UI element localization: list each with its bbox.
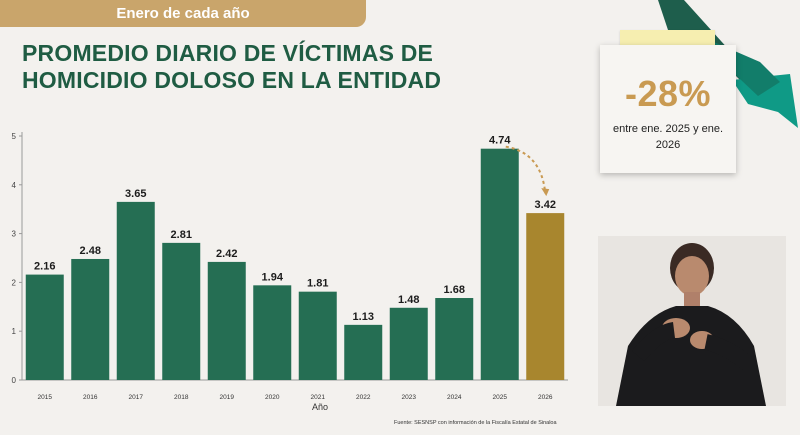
data-label-2017: 3.65 <box>125 188 146 200</box>
source-note: Fuente: SESNSP con información de la Fis… <box>394 420 557 426</box>
sign-language-interpreter <box>598 236 786 406</box>
x-tick-label-2017: 2017 <box>129 394 144 401</box>
decline-arrow-line <box>505 145 547 194</box>
x-tick-label-2015: 2015 <box>38 394 53 401</box>
change-percent: -28% <box>624 73 712 114</box>
x-axis-title: Año <box>312 402 328 412</box>
bar-2024 <box>435 298 474 380</box>
data-label-2019: 2.42 <box>216 248 237 260</box>
bar-2019 <box>207 261 246 380</box>
y-tick-label: 5 <box>12 132 17 141</box>
bar-2017 <box>116 201 155 380</box>
bar-2022 <box>344 324 383 380</box>
bar-chart: 0 1 2 3 4 5 2.16 2015 2.48 2016 3.65 2017 2.81 2018 2.… <box>12 132 568 412</box>
x-tick-label-2020: 2020 <box>265 394 280 401</box>
page-title-line-1: PROMEDIO DIARIO DE VÍCTIMAS DE <box>22 40 434 66</box>
y-tick-label: 4 <box>12 181 17 190</box>
data-label-2015: 2.16 <box>34 261 55 273</box>
change-description: entre ene. 2025 y ene. 2026 <box>612 123 724 151</box>
decline-arrow-head <box>541 188 550 197</box>
bar-2026 <box>526 213 565 380</box>
bar-2015 <box>25 274 64 380</box>
data-label-2026: 3.42 <box>535 199 556 211</box>
data-label-2022: 1.13 <box>353 311 374 323</box>
data-label-2025: 4.74 <box>489 135 511 147</box>
period-banner: Enero de cada año <box>0 0 366 27</box>
data-label-2020: 1.94 <box>262 271 284 283</box>
period-banner-label: Enero de cada año <box>116 5 250 22</box>
data-label-2016: 2.48 <box>80 245 101 257</box>
x-tick-label-2018: 2018 <box>174 394 189 401</box>
y-tick-label: 0 <box>12 376 17 385</box>
interpreter-video <box>598 236 786 406</box>
page-title-line-2: HOMICIDIO DOLOSO EN LA ENTIDAD <box>22 67 442 93</box>
page-title: PROMEDIO DIARIO DE VÍCTIMAS DE HOMICIDIO… <box>22 40 441 94</box>
data-label-2021: 1.81 <box>307 278 328 290</box>
x-tick-label-2021: 2021 <box>311 394 326 401</box>
data-label-2023: 1.48 <box>398 294 419 306</box>
x-tick-label-2026: 2026 <box>538 394 553 401</box>
x-tick-label-2019: 2019 <box>220 394 235 401</box>
y-tick-label: 2 <box>12 278 17 287</box>
bar-2020 <box>253 285 292 380</box>
data-label-2024: 1.68 <box>444 284 465 296</box>
x-tick-label-2024: 2024 <box>447 394 462 401</box>
x-tick-label-2025: 2025 <box>493 394 508 401</box>
y-tick-label: 3 <box>12 230 17 239</box>
y-tick-label: 1 <box>12 327 17 336</box>
x-tick-label-2016: 2016 <box>83 394 98 401</box>
bar-2018 <box>162 242 201 380</box>
change-callout-card: -28% entre ene. 2025 y ene. 2026 <box>600 45 736 173</box>
x-tick-label-2022: 2022 <box>356 394 371 401</box>
bar-2016 <box>71 258 110 380</box>
x-tick-label-2023: 2023 <box>402 394 417 401</box>
bar-2023 <box>389 307 428 380</box>
data-label-2018: 2.81 <box>171 229 192 241</box>
bar-2025 <box>480 148 519 380</box>
bar-2021 <box>298 291 337 380</box>
